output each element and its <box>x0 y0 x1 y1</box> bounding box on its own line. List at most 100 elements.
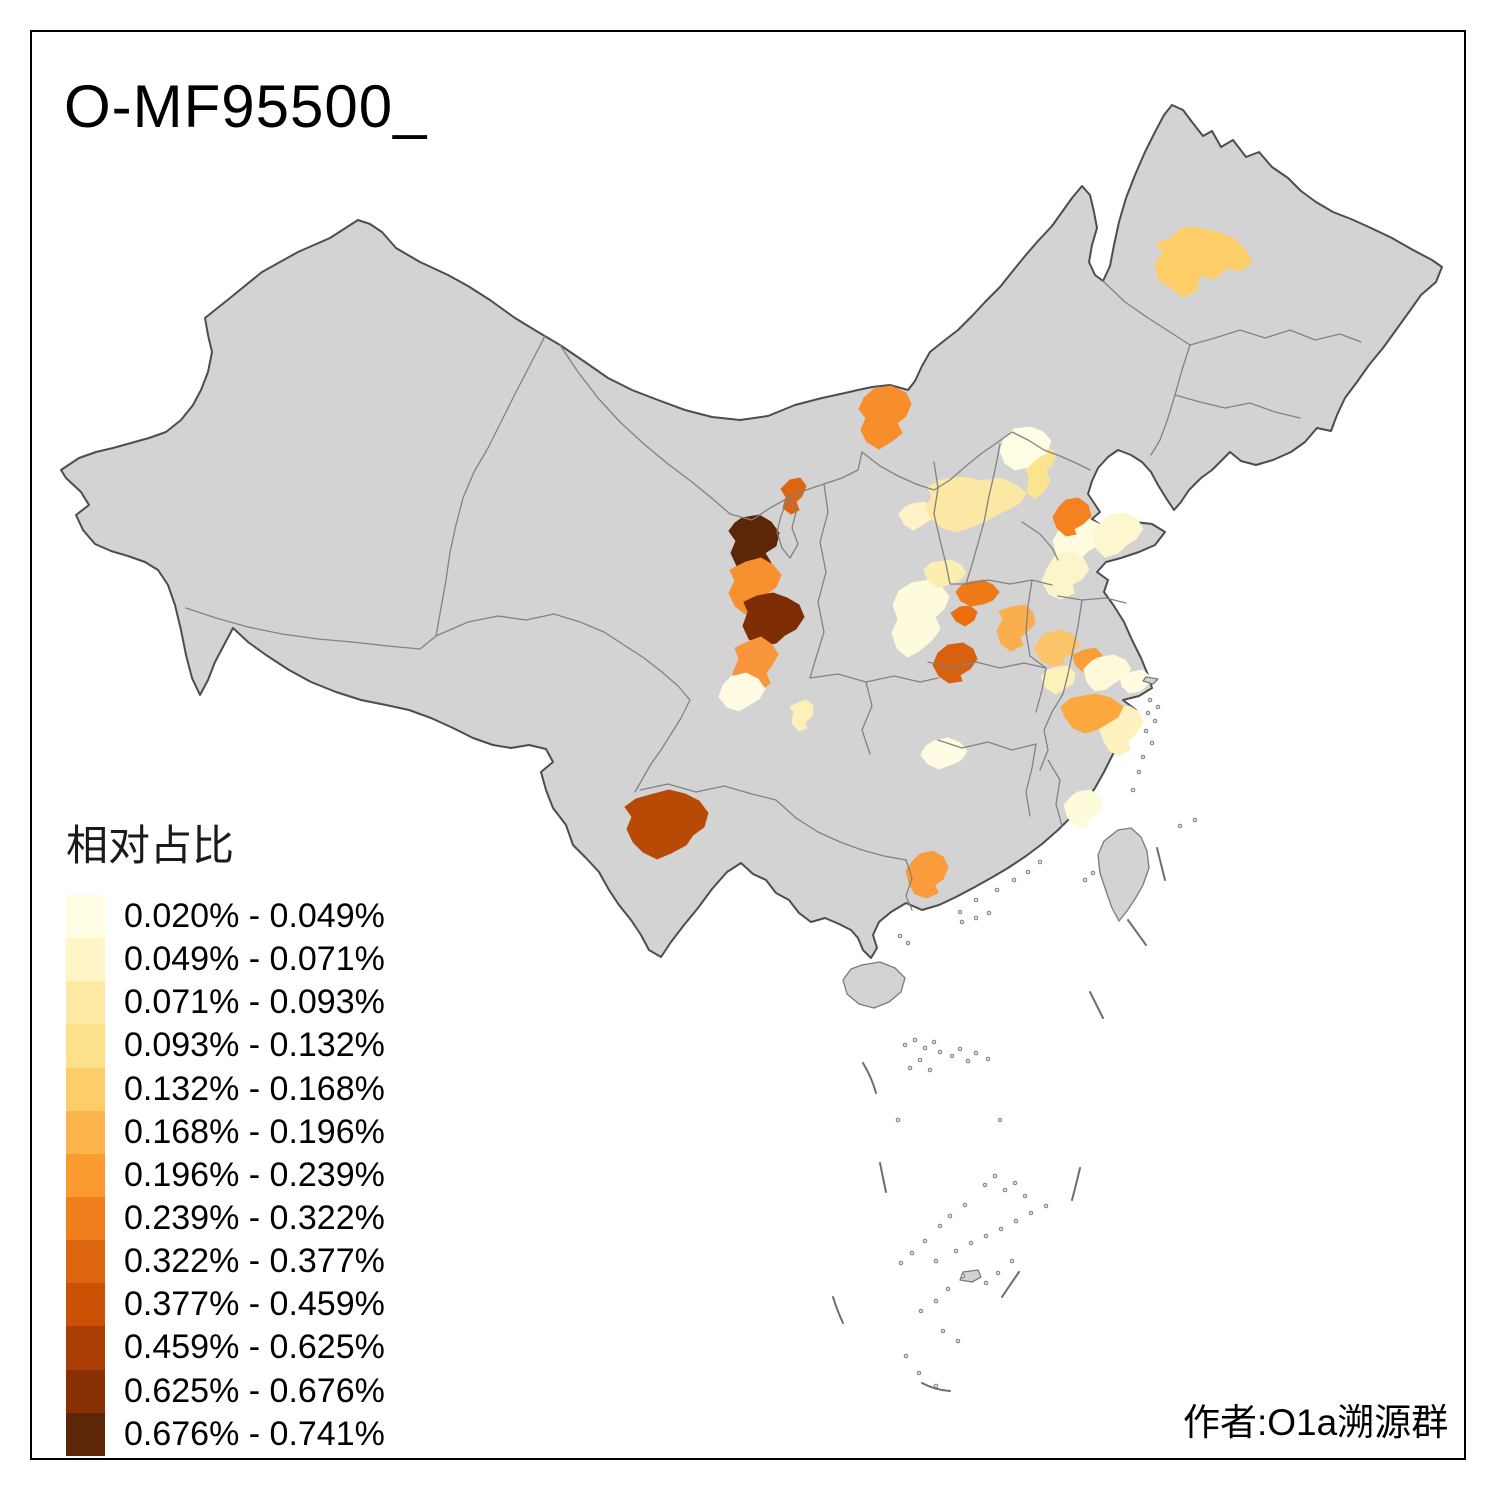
legend-label-11: 0.459% - 0.625% <box>124 1328 385 1367</box>
attribution-text: 作者:O1a溯源群 <box>1183 1402 1449 1443</box>
map-region-jiangsu-cream <box>1083 654 1132 692</box>
sea-dot-14 <box>973 897 979 903</box>
province-borders <box>185 280 1362 911</box>
sea-island-dots <box>895 697 1198 1389</box>
sea-dot-58 <box>1043 1203 1049 1209</box>
sea-dot-52 <box>953 1248 959 1254</box>
legend-swatch-12 <box>66 1369 105 1413</box>
legend-label-3: 0.071% - 0.093% <box>124 983 385 1022</box>
sea-dot-11 <box>1025 869 1031 875</box>
sea-dot-34 <box>957 1046 963 1052</box>
sea-dot-37 <box>985 1056 991 1062</box>
legend-row-2: 0.049% - 0.071% <box>66 938 385 982</box>
taiwan-island <box>1097 827 1150 922</box>
page-title: O-MF95500_ <box>64 73 428 140</box>
islands-layer <box>832 676 1198 1392</box>
legend-label-2: 0.049% - 0.071% <box>124 940 385 979</box>
sea-dot-49 <box>909 1250 915 1256</box>
sea-dot-68 <box>903 1353 909 1359</box>
map-region-xuchang <box>950 605 978 627</box>
dash-segment-7 <box>1001 1271 1020 1298</box>
map-region-fujian-cream <box>1063 789 1103 828</box>
map-region-shandong-east <box>1092 512 1144 558</box>
legend-label-13: 0.676% - 0.741% <box>124 1414 385 1453</box>
sea-dot-28 <box>931 1039 937 1045</box>
sea-dot-9 <box>1130 787 1136 793</box>
sea-dot-10 <box>1037 859 1043 865</box>
legend-swatch-13 <box>66 1412 105 1456</box>
map-region-bayannur <box>858 385 912 450</box>
sea-dot-33 <box>949 1053 955 1059</box>
map-region-luan-orange <box>1033 629 1081 667</box>
map-region-yunnan-dali <box>624 789 709 860</box>
sea-dot-31 <box>907 1065 913 1071</box>
sea-dot-59 <box>1009 1258 1015 1264</box>
legend-label-10: 0.377% - 0.459% <box>124 1285 385 1324</box>
legend-label-4: 0.093% - 0.132% <box>124 1026 385 1065</box>
sea-dot-50 <box>898 1260 904 1266</box>
legend-row-3: 0.071% - 0.093% <box>66 981 385 1025</box>
map-region-fuyang-orange <box>996 604 1036 652</box>
sea-dot-24 <box>1192 817 1198 823</box>
legend-swatch-6 <box>66 1110 105 1154</box>
sea-dot-65 <box>918 1308 924 1314</box>
legend-items: 0.020% - 0.049% 0.049% - 0.071% 0.071% - 0… <box>66 895 385 1456</box>
dash-segment-4 <box>862 1062 877 1094</box>
dash-segment-6 <box>832 1296 844 1324</box>
legend-row-9: 0.322% - 0.377% <box>66 1240 385 1284</box>
legend-title: 相对占比 <box>66 822 235 869</box>
sea-dot-22 <box>905 940 911 946</box>
sea-dot-51 <box>933 1258 939 1264</box>
sea-dot-29 <box>937 1049 943 1055</box>
sea-dot-64 <box>933 1298 939 1304</box>
sea-dot-27 <box>922 1045 928 1051</box>
sea-dot-39 <box>895 1117 901 1123</box>
sea-dot-41 <box>992 1173 998 1179</box>
legend-row-5: 0.132% - 0.168% <box>66 1067 385 1111</box>
dash-segment-2 <box>1127 919 1147 946</box>
sea-dot-61 <box>983 1280 989 1286</box>
legend-swatch-7 <box>66 1153 105 1197</box>
map-region-zhengzhou <box>955 579 1000 607</box>
dash-segment-8 <box>879 1162 887 1193</box>
legend-swatch-11 <box>66 1326 105 1370</box>
choropleth-regions-layer <box>624 226 1253 899</box>
sea-dot-57 <box>1028 1210 1034 1216</box>
legend-swatch-1 <box>66 895 105 939</box>
sea-dot-63 <box>945 1286 951 1292</box>
sea-dot-38 <box>997 1117 1003 1123</box>
map-region-qiqihar <box>1154 226 1253 298</box>
sea-dot-62 <box>960 1273 966 1279</box>
legend-row-11: 0.459% - 0.625% <box>66 1326 385 1370</box>
map-region-guangxi-wuzhou <box>905 850 949 899</box>
sea-dot-40 <box>982 1182 988 1188</box>
sea-dot-48 <box>922 1238 928 1244</box>
sea-dot-5 <box>1143 728 1149 734</box>
sea-dot-8 <box>1136 769 1142 775</box>
sea-dot-56 <box>1013 1218 1019 1224</box>
hainan-island <box>842 961 906 1009</box>
sea-dot-4 <box>1152 718 1158 724</box>
dash-segment-9 <box>921 1382 951 1392</box>
legend-swatch-3 <box>66 981 105 1025</box>
legend: 相对占比 0.020% - 0.049% 0.049% - 0.071% 0.071… <box>66 812 385 1456</box>
sea-dot-35 <box>965 1058 971 1064</box>
legend-label-7: 0.196% - 0.239% <box>124 1155 385 1194</box>
sea-dot-45 <box>962 1202 968 1208</box>
spratly-island <box>959 1269 982 1283</box>
sea-dot-69 <box>916 1370 922 1376</box>
sea-dot-6 <box>1149 740 1155 746</box>
sea-dot-21 <box>897 933 903 939</box>
sea-dot-17 <box>986 910 992 916</box>
legend-row-7: 0.196% - 0.239% <box>66 1153 385 1197</box>
sea-dot-2 <box>1155 704 1161 710</box>
map-region-hanzhong-cream <box>718 672 766 712</box>
map-region-henan-north <box>923 559 967 588</box>
map-region-gansu-dark-south <box>742 592 805 647</box>
legend-swatch-8 <box>66 1196 105 1241</box>
sea-dot-42 <box>1002 1187 1008 1193</box>
sea-dot-44 <box>1022 1193 1028 1199</box>
sea-dot-60 <box>995 1270 1001 1276</box>
